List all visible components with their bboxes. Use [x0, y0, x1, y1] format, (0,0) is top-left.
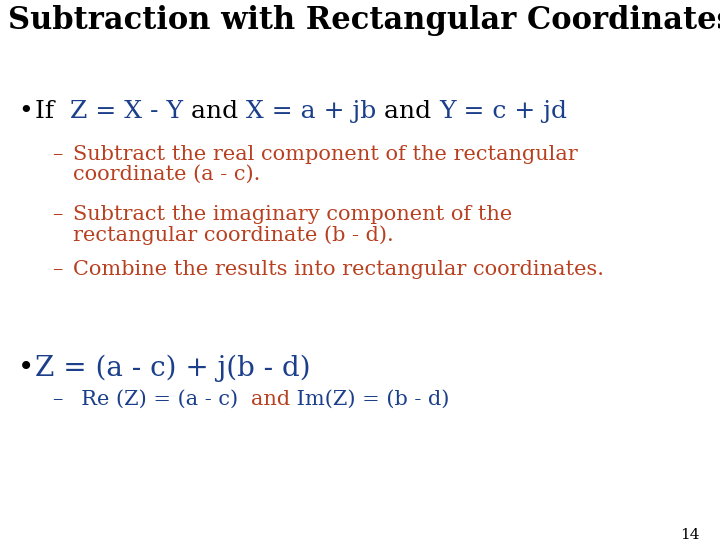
Text: Y = c + jd: Y = c + jd	[440, 100, 567, 123]
Text: coordinate (a - c).: coordinate (a - c).	[73, 165, 261, 184]
Text: –: –	[52, 145, 63, 164]
Text: Re (Z) = (a - c): Re (Z) = (a - c)	[68, 390, 251, 409]
Text: –: –	[52, 390, 63, 409]
Text: –: –	[52, 260, 63, 279]
Text: If: If	[35, 100, 70, 123]
Text: •: •	[18, 355, 35, 382]
Text: Combine the results into rectangular coordinates.: Combine the results into rectangular coo…	[73, 260, 604, 279]
Text: 14: 14	[680, 528, 700, 540]
Text: Subtract the real component of the rectangular: Subtract the real component of the recta…	[73, 145, 577, 164]
Text: Z = X - Y: Z = X - Y	[70, 100, 183, 123]
Text: rectangular coordinate (b - d).: rectangular coordinate (b - d).	[73, 225, 394, 245]
Text: X = a + jb: X = a + jb	[246, 100, 377, 123]
Text: Subtraction with Rectangular Coordinates: Subtraction with Rectangular Coordinates	[8, 5, 720, 36]
Text: –: –	[52, 205, 63, 224]
Text: and: and	[251, 390, 290, 409]
Text: and: and	[183, 100, 246, 123]
Text: and: and	[377, 100, 440, 123]
Text: •: •	[18, 100, 32, 123]
Text: Subtract the imaginary component of the: Subtract the imaginary component of the	[73, 205, 512, 224]
Text: Z = (a - c) + j(b - d): Z = (a - c) + j(b - d)	[35, 355, 310, 382]
Text: Im(Z) = (b - d): Im(Z) = (b - d)	[290, 390, 450, 409]
